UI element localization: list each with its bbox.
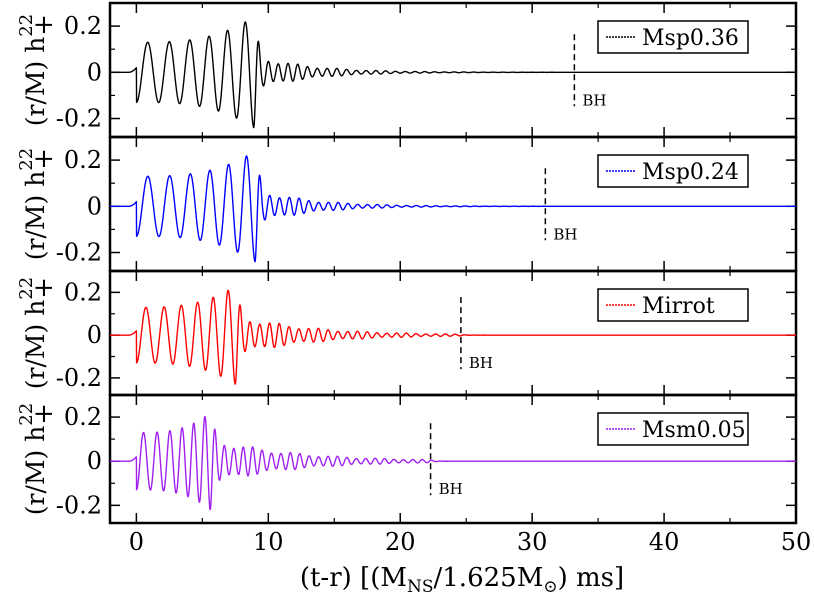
y-axis-label-prefix: (r/M) h	[21, 426, 50, 516]
x-tick-label: 10	[253, 528, 284, 556]
y-axis-label-prefix: (r/M) h	[21, 37, 50, 127]
series-line-Msm0.05	[109, 416, 797, 511]
y-axis-label-sub: +	[29, 277, 59, 299]
y-axis-label: (r/M) h22+	[16, 277, 59, 389]
x-axis-label-sub: NS	[407, 577, 434, 596]
x-axis-label-main: (t-r) [(M	[300, 563, 407, 593]
y-tick-label: 0.2	[64, 278, 102, 306]
x-axis-tick-labels: 0 10 20 30 40 50	[129, 528, 812, 556]
y-axis-label: (r/M) h22+	[16, 14, 59, 126]
x-axis-label-sub2: ⊙	[543, 577, 557, 596]
y-tick-label: 0.2	[64, 403, 102, 431]
y-axis-label-sup: 22	[16, 148, 37, 171]
x-axis-label-mid: /1.625M	[434, 563, 544, 593]
y-tick-label: -0.2	[56, 239, 102, 267]
y-tick-label: 0	[87, 447, 102, 475]
y-axis-label-sup: 22	[16, 277, 37, 300]
y-axis-label-sub: +	[29, 148, 59, 170]
y-axis-label-sup: 22	[16, 14, 37, 37]
x-tick-label: 30	[517, 528, 548, 556]
panel-frame	[108, 393, 798, 525]
y-tick-label: 0	[87, 58, 102, 86]
y-tick-label: -0.2	[56, 491, 102, 519]
x-axis-label: (t-r) [(MNS/1.625M⊙) ms]	[300, 563, 624, 596]
bh-marker-label: BH	[439, 480, 463, 498]
legend-label: Msm0.05	[642, 418, 746, 443]
y-axis-label-sup: 22	[16, 403, 37, 426]
series-line-Msp0.36	[109, 21, 797, 129]
legend-label: Msp0.36	[642, 26, 739, 51]
y-axis-label-prefix: (r/M) h	[21, 300, 50, 390]
y-axis-label-prefix: (r/M) h	[21, 171, 50, 261]
x-tick-label: 20	[385, 528, 416, 556]
y-tick-label: 0	[87, 192, 102, 220]
x-tick-label: 0	[129, 528, 144, 556]
y-axis-label: (r/M) h22+	[16, 403, 59, 515]
x-tick-label: 50	[781, 528, 812, 556]
panels-group: -0.200.2(r/M) h22+BHMsp0.36-0.200.2(r/M)…	[16, 1, 798, 525]
bh-marker-label: BH	[469, 354, 493, 372]
y-tick-label: 0	[87, 321, 102, 349]
y-tick-label: 0.2	[64, 146, 102, 174]
legend-label: Mirrot	[642, 294, 715, 319]
y-axis-label-sub: +	[29, 403, 59, 425]
bh-marker-label: BH	[582, 91, 606, 109]
y-tick-label: -0.2	[56, 364, 102, 392]
x-axis-label-tail: ) ms]	[558, 563, 625, 593]
y-tick-label: 0.2	[64, 12, 102, 40]
bh-marker-label: BH	[553, 225, 577, 243]
y-axis-label: (r/M) h22+	[16, 148, 59, 260]
y-tick-label: -0.2	[56, 105, 102, 133]
series-line-Msp0.24	[109, 155, 797, 263]
y-axis-label-sub: +	[29, 14, 59, 36]
series-line-Mirrot	[109, 289, 797, 385]
legend-label: Msp0.24	[642, 160, 739, 185]
x-tick-label: 40	[649, 528, 680, 556]
